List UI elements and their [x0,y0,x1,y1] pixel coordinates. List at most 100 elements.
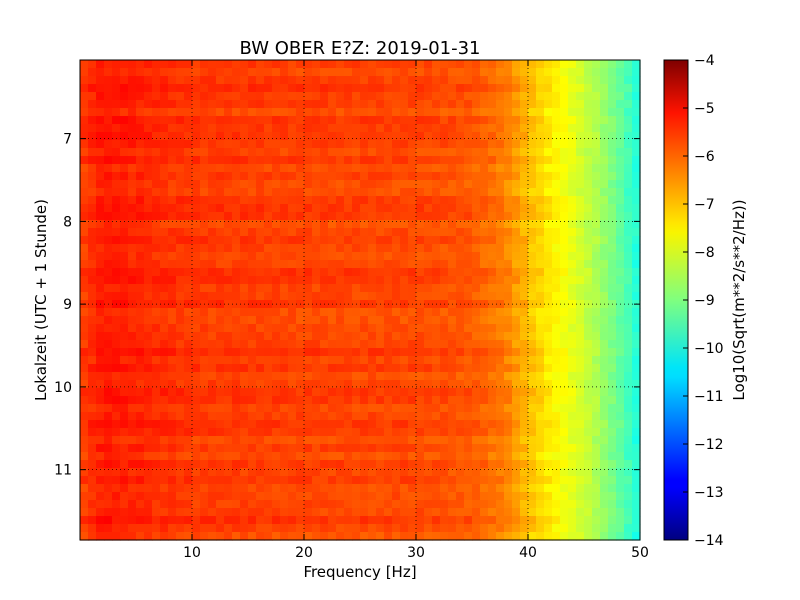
heatmap-cell [240,508,249,517]
heatmap-cell [392,380,401,389]
heatmap-cell [192,484,201,493]
heatmap-cell [320,172,329,181]
heatmap-cell [456,444,465,453]
heatmap-cell [256,420,265,429]
heatmap-cell [624,148,633,157]
heatmap-cell [280,60,289,69]
heatmap-cell [248,428,257,437]
heatmap-cell [336,324,345,333]
colorbar-tick-label: −12 [694,437,724,453]
heatmap-cell [176,476,185,485]
heatmap-cell [280,164,289,173]
heatmap-cell [224,60,233,69]
heatmap-cell [552,524,561,533]
heatmap-cell [128,244,137,253]
heatmap-cell [200,420,209,429]
heatmap-cell [496,452,505,461]
heatmap-cell [416,524,425,533]
heatmap-cell [320,268,329,277]
heatmap-cell [464,140,473,149]
heatmap-cell [200,140,209,149]
heatmap-cell [376,60,385,69]
heatmap-cell [328,124,337,133]
heatmap-cell [160,260,169,269]
heatmap-cell [168,148,177,157]
heatmap-cell [392,156,401,165]
heatmap-cell [528,508,537,517]
heatmap-cell [176,132,185,141]
heatmap-cell [560,68,569,77]
heatmap-cell [368,484,377,493]
heatmap-cell [528,380,537,389]
heatmap-cell [408,156,417,165]
heatmap-cell [112,92,121,101]
heatmap-cell [568,348,577,357]
heatmap-cell [568,340,577,349]
heatmap-cell [608,140,617,149]
heatmap-cell [472,228,481,237]
heatmap-cell [464,220,473,229]
heatmap-cell [344,68,353,77]
heatmap-cell [344,468,353,477]
heatmap-cell [152,188,161,197]
heatmap-cell [312,244,321,253]
heatmap-cell [496,196,505,205]
heatmap-cell [608,404,617,413]
heatmap-cell [584,436,593,445]
heatmap-cell [168,92,177,101]
heatmap-cell [192,116,201,125]
heatmap-cell [304,396,313,405]
heatmap-cell [296,180,305,189]
heatmap-cell [592,156,601,165]
heatmap-cell [520,492,529,501]
heatmap-cell [88,452,97,461]
heatmap-cell [584,260,593,269]
heatmap-cell [608,516,617,525]
heatmap-cell [224,164,233,173]
heatmap-cell [600,220,609,229]
heatmap-cell [136,444,145,453]
heatmap-cell [80,340,89,349]
heatmap-cell [624,372,633,381]
heatmap-cell [88,124,97,133]
heatmap-cell [368,492,377,501]
heatmap-cell [264,276,273,285]
heatmap-cell [344,308,353,317]
heatmap-cell [160,220,169,229]
heatmap-cell [408,404,417,413]
heatmap-cell [128,68,137,77]
heatmap-cell [400,380,409,389]
heatmap-cell [456,428,465,437]
heatmap-cell [216,532,225,541]
heatmap-cell [200,516,209,525]
heatmap-cell [224,428,233,437]
heatmap-cell [512,388,521,397]
heatmap-cell [344,492,353,501]
heatmap-cell [120,84,129,93]
heatmap-cell [248,332,257,341]
heatmap-cell [184,428,193,437]
heatmap-cell [424,260,433,269]
heatmap-cell [328,364,337,373]
heatmap-cell [472,508,481,517]
heatmap-cell [232,452,241,461]
heatmap-cell [288,404,297,413]
heatmap-cell [520,284,529,293]
heatmap-cell [448,244,457,253]
heatmap-cell [400,188,409,197]
heatmap-cell [392,212,401,221]
heatmap-cell [320,524,329,533]
heatmap-cell [536,372,545,381]
heatmap-cell [400,148,409,157]
heatmap-cell [224,108,233,117]
heatmap-cell [232,196,241,205]
heatmap-cell [168,436,177,445]
heatmap-cell [256,284,265,293]
heatmap-cell [448,532,457,541]
heatmap-cell [424,156,433,165]
heatmap-cell [448,172,457,181]
heatmap-cell [536,388,545,397]
heatmap-cell [96,244,105,253]
heatmap-cell [224,508,233,517]
heatmap-cell [512,212,521,221]
